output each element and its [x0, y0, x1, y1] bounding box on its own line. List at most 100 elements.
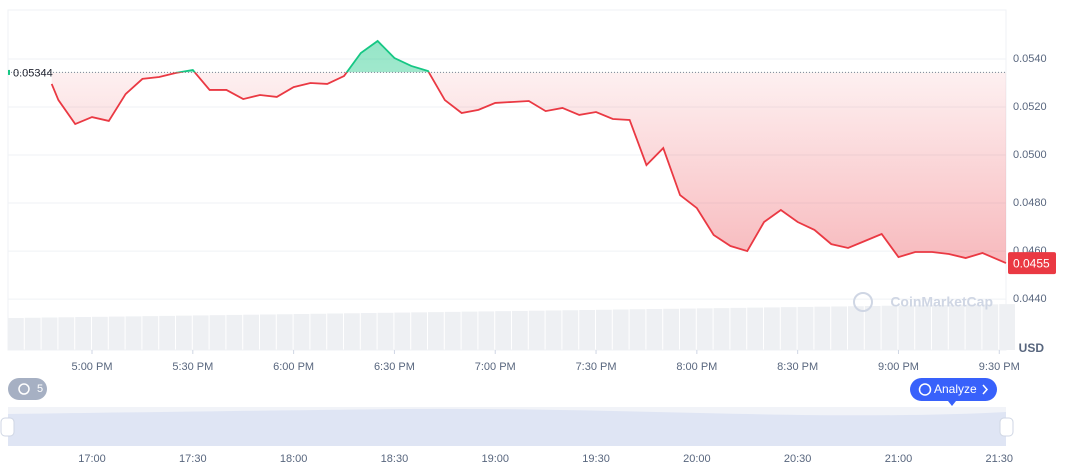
volume-bar [461, 311, 478, 350]
volume-bar [965, 304, 982, 350]
y-tick-label: 0.0520 [1013, 101, 1047, 113]
volume-bar [360, 313, 377, 350]
watermark-logo [853, 292, 873, 312]
volume-bar [142, 316, 159, 350]
x-tick-label: 9:30 PM [979, 361, 1020, 373]
current-price-label: 0.0455 [1013, 256, 1050, 270]
volume-bar [428, 312, 444, 350]
x-tick-label: 7:30 PM [576, 361, 617, 373]
volume-bar [394, 312, 411, 350]
volume-bar [41, 317, 58, 350]
y-tick-label: 0.0460 [1013, 245, 1047, 257]
volume-bar [310, 313, 327, 350]
navigator-area [8, 408, 1006, 446]
volume-bar [596, 309, 612, 350]
volume-bar [125, 316, 142, 350]
baseline-marker [8, 69, 10, 75]
y-unit: USD [1019, 341, 1045, 355]
volume-bar [478, 311, 495, 350]
volume-bar [562, 310, 579, 350]
y-tick-label: 0.0480 [1013, 197, 1047, 209]
volume-bar [512, 310, 528, 350]
volume-bar [713, 308, 730, 350]
y-tick-label: 0.0500 [1013, 149, 1047, 161]
navigator-tick-label: 21:30 [986, 453, 1014, 465]
history-count: 5 [37, 383, 43, 395]
volume-bar [915, 305, 931, 350]
volume-bar [192, 315, 209, 350]
volume-bar [260, 314, 276, 350]
price-line-down [50, 72, 1007, 264]
volume-bar [932, 305, 948, 350]
volume-bar [881, 305, 898, 350]
x-tick-label: 8:30 PM [777, 361, 818, 373]
volume-bar [864, 305, 881, 350]
volume-bar [58, 317, 75, 350]
volume-bar [780, 307, 797, 350]
volume-bar [814, 306, 831, 350]
watermark: CoinMarketCap [890, 294, 993, 310]
volume-bar [327, 313, 343, 350]
volume-bar [75, 317, 91, 350]
volume-bar [646, 309, 663, 350]
x-tick-label: 9:00 PM [878, 361, 919, 373]
volume-bar [495, 311, 511, 350]
volume-bar [243, 314, 259, 350]
analyze-pointer [948, 401, 956, 406]
y-tick-label: 0.0440 [1013, 293, 1047, 305]
volume-bar [999, 304, 1015, 350]
area-down [51, 72, 1006, 264]
volume-bar [377, 312, 394, 350]
volume-bar [528, 310, 545, 350]
current-price-badge [1008, 252, 1056, 275]
volume-bar [8, 318, 24, 350]
volume-bar [982, 304, 999, 350]
volume-bar [411, 312, 427, 350]
volume-bar [948, 304, 965, 350]
volume-bar [344, 313, 360, 350]
x-tick-label: 6:30 PM [374, 361, 415, 373]
volume-bar [680, 308, 696, 350]
volume-bar [612, 309, 629, 350]
navigator-tick-label: 21:00 [885, 453, 913, 465]
x-tick-label: 7:00 PM [475, 361, 516, 373]
volume-bar [92, 316, 108, 350]
x-tick-label: 5:30 PM [172, 361, 213, 373]
x-tick-label: 6:00 PM [273, 361, 314, 373]
volume-bar [226, 314, 243, 350]
volume-band [8, 304, 1015, 350]
volume-bar [848, 306, 864, 350]
x-tick-label: 8:00 PM [676, 361, 717, 373]
volume-bar [545, 310, 562, 350]
navigator-tick-label: 17:30 [179, 453, 207, 465]
volume-bar [159, 315, 175, 350]
navigator-handle-left[interactable] [0, 417, 15, 437]
volume-bar [797, 306, 814, 350]
navigator-tick-label: 20:30 [784, 453, 812, 465]
volume-bar [831, 306, 847, 350]
area-up [178, 40, 429, 73]
analyze-label: Analyze [934, 382, 977, 396]
x-tick-label: 5:00 PM [72, 361, 113, 373]
volume-bar [293, 313, 310, 350]
volume-bar [108, 316, 125, 350]
navigator-tick-label: 18:00 [280, 453, 308, 465]
navigator-handle-right[interactable] [999, 417, 1014, 437]
baseline-label: 0.05344 [13, 67, 53, 79]
volume-bar [696, 308, 713, 350]
navigator-tick-label: 18:30 [381, 453, 409, 465]
navigator-tick-label: 20:00 [683, 453, 711, 465]
volume-bar [276, 314, 293, 350]
analyze-button[interactable]: Analyze [910, 378, 997, 401]
history-button[interactable]: 5 [8, 378, 47, 400]
volume-bar [663, 308, 679, 350]
navigator-tick-label: 17:00 [78, 453, 106, 465]
navigator-tick-label: 19:30 [582, 453, 610, 465]
y-tick-label: 0.0540 [1013, 53, 1047, 65]
volume-bar [444, 311, 461, 350]
volume-bar [209, 315, 226, 350]
volume-bar [898, 305, 915, 350]
volume-bar [764, 307, 780, 350]
